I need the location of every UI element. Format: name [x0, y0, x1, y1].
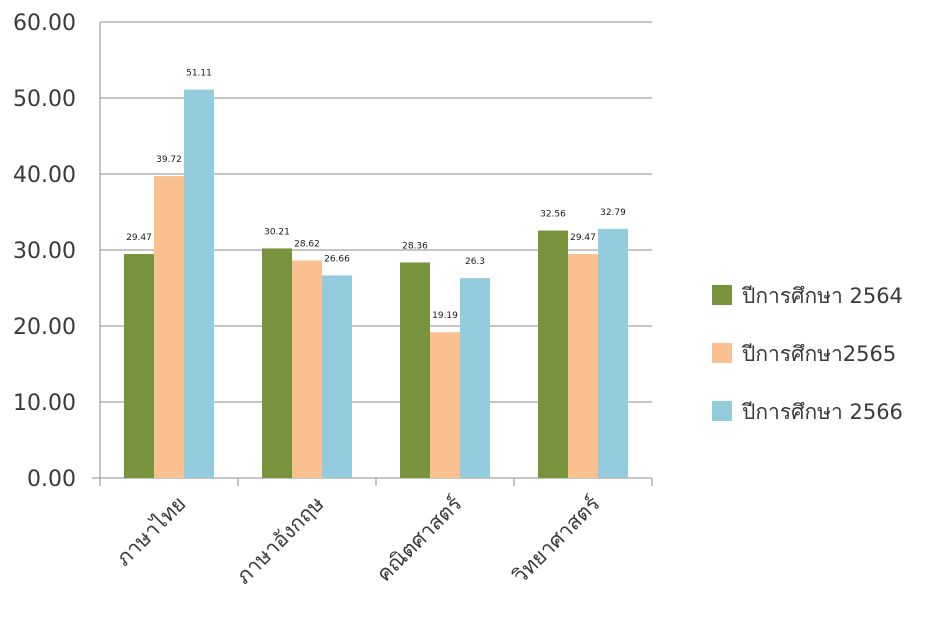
y-tick-label: 10.00: [13, 391, 76, 416]
data-label: 26.66: [324, 254, 350, 264]
x-tick-label: วิทยาศาสตร์: [508, 492, 605, 589]
bar: [400, 262, 430, 478]
x-tick-label: ภาษาไทย: [111, 492, 190, 571]
x-tick-labels: ภาษาไทย ภาษาอังกฤษ คณิตศาสตร์ วิทยาศาสตร์: [111, 492, 604, 589]
bar: [598, 228, 628, 478]
bar: [568, 254, 598, 478]
y-tick-labels: 0.00 10.00 20.00 30.00 40.00 50.00 60.00: [13, 11, 76, 492]
bar: [262, 248, 292, 478]
y-tick-label: 0.00: [27, 467, 76, 492]
bar: [292, 260, 322, 478]
y-tick-label: 30.00: [13, 239, 76, 264]
data-label: 32.56: [540, 210, 566, 220]
legend-label: ปีการศึกษา 2564: [741, 284, 903, 308]
bar: [322, 275, 352, 478]
data-label: 51.11: [186, 69, 212, 79]
data-labels: 29.47 30.21 28.36 32.56 39.72 28.62 19.19 29.47…: [126, 69, 626, 322]
data-label: 28.36: [402, 241, 428, 251]
bars: [124, 89, 628, 479]
bar: [124, 254, 154, 478]
x-tick-label: คณิตศาสตร์: [372, 492, 467, 587]
y-tick-label: 60.00: [13, 11, 76, 36]
legend-label: ปีการศึกษา 2566: [741, 400, 903, 424]
legend: ปีการศึกษา 2564 ปีการศึกษา2565 ปีการศึกษา …: [712, 284, 903, 424]
y-tick-label: 20.00: [13, 315, 76, 340]
legend-label: ปีการศึกษา2565: [741, 342, 896, 366]
bar: [538, 230, 568, 478]
bar: [184, 89, 214, 479]
data-label: 32.79: [600, 208, 626, 218]
x-tick-label: ภาษาอังกฤษ: [231, 492, 328, 589]
data-label: 29.47: [126, 233, 152, 243]
data-label: 19.19: [432, 311, 458, 321]
bar: [154, 176, 184, 479]
data-label: 28.62: [294, 239, 320, 249]
data-label: 30.21: [264, 227, 290, 237]
bar: [460, 278, 490, 478]
legend-swatch: [712, 401, 732, 421]
y-tick-label: 40.00: [13, 163, 76, 188]
data-label: 29.47: [570, 233, 596, 243]
legend-swatch: [712, 285, 732, 305]
y-tick-label: 50.00: [13, 87, 76, 112]
data-label: 39.72: [156, 155, 182, 165]
bar: [430, 332, 460, 478]
legend-swatch: [712, 343, 732, 363]
data-label: 26.3: [465, 257, 485, 267]
